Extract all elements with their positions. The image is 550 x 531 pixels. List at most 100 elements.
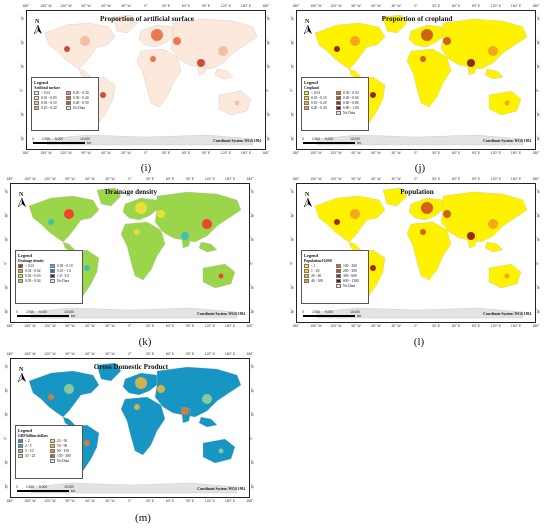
- coordinate-system-label: Coordinate System: WGS 1984: [213, 139, 261, 143]
- longitude-tick: 150° E: [510, 324, 522, 328]
- legend-title: Legend: [304, 80, 318, 85]
- longitude-tick: 180°: [292, 324, 300, 328]
- longitude-ticks: 180° 150° W 120° W 90° W 60° W 30° W 0° 30° E 60…: [22, 4, 270, 10]
- scale-unit: km: [71, 314, 76, 318]
- legend-label: 0.30 - 0.40: [73, 96, 89, 100]
- latitude-tick: 60°: [250, 387, 255, 393]
- longitude-tick: 150° W: [24, 352, 36, 356]
- value-hotspot: [181, 407, 189, 415]
- antarctica-landmass: [316, 307, 524, 319]
- longitude-tick: 120° W: [44, 352, 56, 356]
- legend-item: 300 - 600: [336, 274, 366, 278]
- longitude-tick: 30° E: [145, 324, 155, 328]
- longitude-tick: 150° E: [510, 4, 522, 8]
- value-hotspot: [48, 394, 54, 400]
- map-frame: Population N Legend Population/10,000 < 1 100…: [296, 183, 536, 323]
- coordinate-system-label: Coordinate System: WGS 1984: [197, 487, 245, 491]
- value-hotspot: [504, 100, 510, 106]
- legend-items: < 1 100 - 200 1 - 20 200 - 300 20 - 40 300 - …: [304, 264, 366, 288]
- legend-swatch: [34, 96, 39, 100]
- continent-landmass: [440, 18, 528, 70]
- legend-label: 0.01 - 0.03: [41, 96, 57, 100]
- legend-label: 1.0 - 5.0: [57, 274, 69, 278]
- legend-label: 0.30 - 0.50: [343, 91, 359, 95]
- latitude-tick: 0°: [535, 88, 540, 92]
- legend-label: 0.10 - 0.20: [41, 106, 57, 110]
- legend-swatch: [50, 459, 55, 463]
- longitude-tick: 180°: [246, 352, 254, 356]
- longitude-tick: 180°: [532, 177, 540, 181]
- value-hotspot: [135, 377, 147, 389]
- longitude-ticks: 180° 150° W 120° W 90° W 60° W 30° W 0° 30° E 60…: [22, 151, 269, 157]
- value-hotspot: [350, 209, 360, 219]
- legend-swatch: [336, 96, 341, 100]
- legend-swatch: [50, 264, 55, 268]
- latitude-tick: 90°: [536, 188, 541, 194]
- longitude-tick: 90° E: [185, 324, 195, 328]
- latitude-tick: 30°: [250, 284, 255, 290]
- longitude-tick: 60° W: [371, 324, 381, 328]
- legend-swatch: [66, 96, 71, 100]
- legend-subtitle: Population/10,000: [304, 259, 332, 263]
- longitude-tick: 60° W: [85, 499, 95, 503]
- longitude-tick: 30° W: [391, 4, 401, 8]
- scale-label: 2,500: [312, 310, 320, 314]
- value-hotspot: [467, 232, 475, 240]
- scale-label: 0: [16, 310, 18, 314]
- value-hotspot: [134, 404, 140, 410]
- latitude-tick: 60°: [266, 39, 271, 45]
- legend-swatch: [304, 269, 309, 273]
- longitude-tick: 30° E: [431, 151, 441, 155]
- legend-label: 90 - 150: [57, 449, 69, 453]
- scale-bar: 0 2,500 5,000 10,000 km: [302, 310, 367, 320]
- latitude-tick: 90°: [4, 363, 9, 369]
- longitude-tick: 30° E: [145, 177, 155, 181]
- longitude-tick: 30° E: [145, 352, 155, 356]
- scale-label: 2,500: [26, 310, 34, 314]
- scale-label: 0: [302, 137, 304, 141]
- scale-label: 5,000: [325, 137, 333, 141]
- legend-item: [18, 459, 48, 463]
- legend-item: 150 - 300: [50, 454, 80, 458]
- longitude-tick: 0°: [128, 499, 132, 503]
- continent-landmass: [154, 191, 242, 243]
- longitude-tick: 120° E: [220, 151, 232, 155]
- longitude-tick: 120° W: [330, 4, 342, 8]
- legend-item: No Data: [50, 279, 80, 283]
- latitude-tick: 90°: [20, 15, 25, 21]
- longitude-tick: 60° W: [371, 177, 381, 181]
- scale-unit: km: [71, 489, 76, 493]
- map-title: Proportion of artificial surface: [100, 15, 194, 23]
- latitude-tick: 0°: [3, 436, 8, 440]
- legend-label: 600 - 1300: [343, 279, 359, 283]
- legend-items: < 2 23 - 50 2 - 5 50 - 90 5 - 10 90 - 150 10 -…: [18, 439, 80, 463]
- legend-swatch: [50, 274, 55, 278]
- legend-label: 0.03 - 0.10: [41, 101, 57, 105]
- value-hotspot: [218, 273, 224, 279]
- legend-item: No Data: [50, 459, 80, 463]
- continent-landmass: [314, 195, 386, 243]
- longitude-tick: 0°: [414, 324, 418, 328]
- legend-item: 0.40 - 0.50: [66, 101, 96, 105]
- longitude-tick: 90° W: [351, 151, 361, 155]
- latitude-tick: 0°: [19, 88, 24, 92]
- continent-landmass: [136, 48, 182, 108]
- value-hotspot: [504, 273, 510, 279]
- latitude-tick: 90°: [4, 188, 9, 194]
- legend-item: 0.10 - 0.20: [304, 101, 334, 105]
- legend-item: < 0.01: [18, 264, 48, 268]
- latitude-tick: 30°: [290, 111, 295, 117]
- latitude-tick: 0°: [535, 261, 540, 265]
- longitude-tick: 30° E: [161, 4, 171, 8]
- longitude-tick: 180°: [262, 4, 270, 8]
- value-hotspot: [443, 210, 451, 218]
- latitude-tick: 30°: [250, 236, 255, 242]
- legend-label: 1 - 20: [311, 269, 320, 273]
- legend-label: No Data: [57, 279, 70, 283]
- latitude-tick: 60°: [290, 212, 295, 218]
- legend-item: 1 - 20: [304, 269, 334, 273]
- longitude-tick: 60° E: [165, 499, 175, 503]
- longitude-tick: 90° W: [65, 177, 75, 181]
- legend-label: No Data: [343, 111, 356, 115]
- longitude-tick: 60° E: [451, 4, 461, 8]
